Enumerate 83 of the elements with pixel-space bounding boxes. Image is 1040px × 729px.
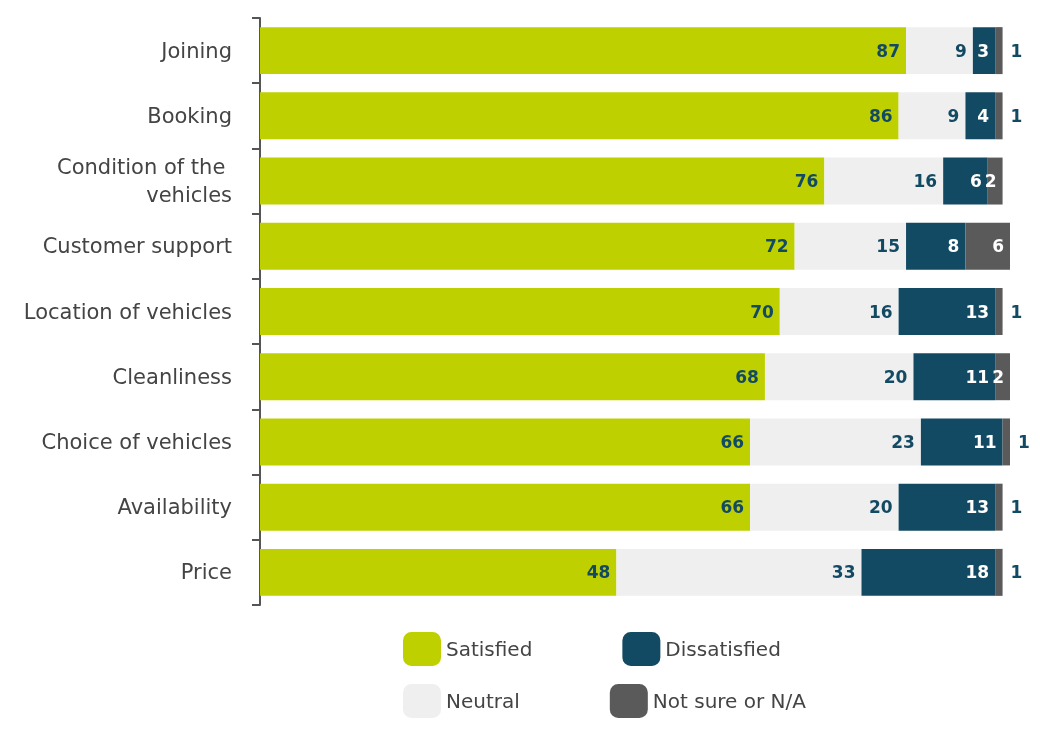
data-label: 1 (1018, 431, 1030, 452)
bar (906, 27, 973, 75)
data-label: 86 (868, 105, 893, 126)
data-label: 11 (965, 366, 990, 387)
bar (260, 548, 617, 596)
data-label: 70 (750, 301, 774, 322)
data-label: 9 (955, 40, 967, 61)
data-label: 87 (876, 40, 901, 61)
y-tick-label: Cleanliness (112, 364, 232, 389)
data-label: 20 (868, 497, 893, 518)
data-label: 66 (720, 497, 745, 518)
bar (906, 222, 966, 270)
bar (995, 483, 1003, 531)
data-label: 16 (868, 301, 893, 322)
data-label: 33 (831, 562, 856, 583)
y-tick-label: Booking (147, 103, 232, 128)
bar (616, 548, 862, 596)
data-label: 18 (965, 562, 990, 583)
bar (794, 222, 907, 270)
bar (260, 157, 825, 205)
data-label: 6 (969, 171, 982, 192)
legend-label: Dissatisfied (665, 637, 781, 661)
bar (995, 92, 1003, 140)
data-label: 23 (891, 431, 915, 452)
bar (764, 353, 914, 401)
data-label: 8 (947, 236, 960, 257)
bar (995, 548, 1003, 596)
bar (995, 27, 1003, 75)
bar (260, 353, 765, 401)
bar (898, 483, 996, 531)
bar (898, 92, 966, 140)
bar (260, 92, 899, 140)
data-label: 9 (947, 105, 960, 126)
bar (260, 418, 751, 466)
bar (260, 288, 780, 335)
data-label: 1 (1010, 40, 1023, 61)
bar (779, 288, 899, 335)
bar (965, 222, 1010, 270)
y-tick-label: Price (180, 560, 232, 585)
bar (898, 288, 996, 335)
data-label: 13 (965, 301, 990, 322)
bar (995, 288, 1003, 335)
bar (861, 548, 996, 596)
data-label: 68 (735, 366, 759, 387)
legend-label: Neutral (446, 689, 520, 713)
data-label: 1 (1010, 562, 1023, 583)
data-label: 48 (586, 562, 611, 583)
y-tick-label: Customer support (42, 234, 232, 259)
data-label: 20 (883, 366, 908, 387)
data-label: 2 (992, 366, 1004, 387)
bar (987, 157, 1003, 205)
data-label: 6 (992, 236, 1004, 257)
data-label: 13 (965, 497, 990, 518)
data-label: 15 (876, 236, 901, 257)
bar (260, 483, 751, 531)
data-label: 1 (1010, 105, 1023, 126)
data-label: 4 (977, 105, 990, 126)
data-label: 1 (1010, 301, 1023, 322)
data-label: 2 (984, 171, 997, 192)
bar (750, 418, 921, 466)
data-label: 16 (913, 171, 938, 192)
data-label: 66 (720, 431, 745, 452)
legend-label: Not sure or N/A (652, 689, 807, 713)
bar (943, 157, 988, 205)
data-label: 11 (972, 431, 997, 452)
y-tick-label: Location of vehicles (23, 299, 232, 324)
bar (995, 353, 1010, 401)
bar (1002, 418, 1010, 466)
data-label: 76 (794, 171, 819, 192)
data-label: 1 (1010, 497, 1023, 518)
y-tick-label: Joining (159, 38, 232, 63)
bar (260, 27, 907, 75)
bar (260, 222, 795, 270)
y-tick-label: Condition of the vehicles (57, 155, 232, 208)
bar (965, 92, 996, 140)
bar (750, 483, 899, 531)
bar (824, 157, 944, 205)
legend-label: Satisfied (446, 637, 533, 661)
bar (920, 418, 1003, 466)
data-label: 3 (977, 40, 990, 61)
y-tick-label: Availability (117, 495, 232, 520)
data-label: 72 (764, 236, 789, 257)
y-tick-label: Choice of vehicles (41, 429, 232, 454)
